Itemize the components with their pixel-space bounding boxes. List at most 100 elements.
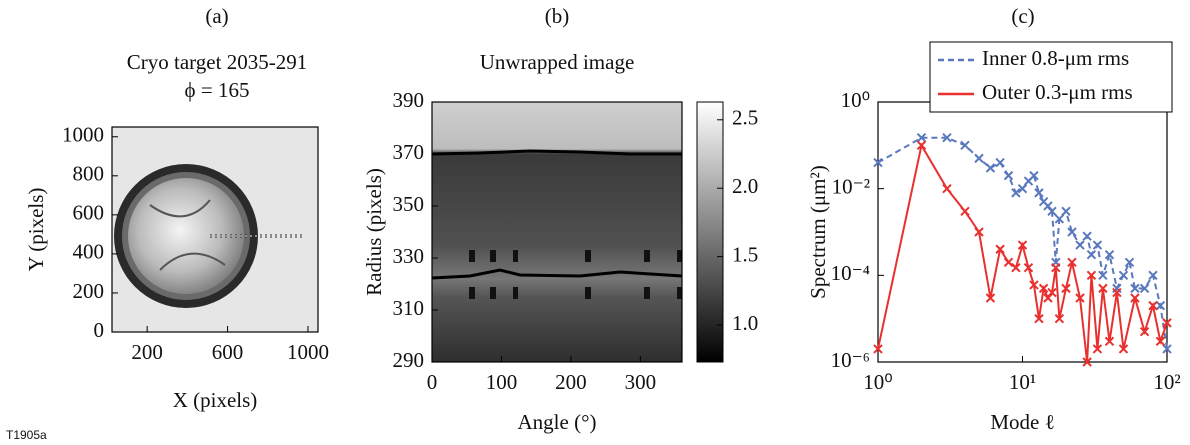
y-tick-label: 600: [73, 201, 105, 225]
marker: [960, 140, 970, 151]
marker: [1098, 283, 1108, 294]
y-tick-label: 390: [393, 88, 425, 112]
x-tick-label: 1000: [287, 340, 329, 364]
marker: [1075, 293, 1085, 303]
marker: [974, 227, 984, 237]
y-tick-label: 370: [393, 140, 425, 164]
marker: [1130, 283, 1140, 294]
marker: [1029, 280, 1039, 290]
chart-title: Cryo target 2035-291: [127, 50, 307, 74]
marker: [942, 183, 952, 194]
y-tick-label: 400: [73, 240, 105, 264]
y-tick-label: 0: [94, 318, 105, 342]
marker: [1162, 344, 1172, 354]
y-tick-label: 310: [393, 296, 425, 320]
marker: [974, 153, 984, 164]
marker: [1017, 183, 1028, 194]
colorbar-tick-label: 1.5: [732, 242, 758, 266]
plot-frame: [877, 101, 1168, 363]
y-tick-label: 10⁰: [841, 88, 870, 112]
x-axis-label: X (pixels): [173, 388, 258, 412]
chart-title: Unwrapped image: [480, 50, 635, 74]
marker: [1054, 214, 1065, 224]
marker: [1034, 313, 1044, 324]
marker: [1112, 287, 1122, 298]
marker: [1029, 170, 1039, 181]
chart-subtitle: ϕ = 165: [185, 78, 250, 102]
y-tick-label: 350: [393, 192, 425, 216]
colorbar-tick-label: 1.0: [732, 311, 758, 335]
photo: [112, 127, 318, 332]
x-tick-label: 0: [427, 370, 438, 394]
marker: [1092, 240, 1103, 250]
marker: [995, 244, 1005, 254]
marker: [1047, 206, 1057, 217]
marker: [1051, 262, 1061, 273]
marker: [1155, 300, 1166, 311]
plot-frame: [431, 101, 683, 363]
marker: [1003, 170, 1014, 181]
y-tick-label: 330: [393, 244, 425, 268]
x-tick-label: 10⁰: [863, 370, 892, 394]
figure-id: T1905a: [6, 428, 47, 442]
marker: [942, 132, 952, 143]
marker: [1148, 270, 1158, 281]
marker: [1086, 270, 1097, 281]
panel-label: (c): [1011, 4, 1034, 28]
marker: [873, 157, 883, 168]
marker: [1061, 283, 1071, 294]
colorbar: [696, 101, 724, 363]
line: [877, 142, 1168, 363]
legend: [929, 41, 1173, 113]
y-tick-label: 290: [393, 348, 425, 372]
panel-label: (a): [205, 4, 228, 28]
marker: [1054, 313, 1065, 324]
marker: [1086, 249, 1097, 260]
marker: [916, 140, 927, 151]
colorbar-tick-label: 2.5: [732, 106, 758, 130]
y-tick-label: 800: [73, 162, 105, 186]
y-axis-label: Radius (pixels): [362, 168, 386, 296]
x-tick-label: 600: [212, 340, 244, 364]
unwrapped-image: [431, 102, 683, 362]
x-tick-label: 300: [625, 370, 657, 394]
y-tick-label: 10⁻²: [832, 174, 870, 198]
marker: [916, 132, 927, 143]
y-axis-label: Y (pixels): [24, 188, 48, 272]
y-axis-label: Spectrum (μm²): [806, 165, 830, 299]
x-tick-label: 200: [131, 340, 163, 364]
marker: [1011, 262, 1021, 273]
marker: [1075, 240, 1085, 250]
marker: [1011, 188, 1021, 198]
marker: [1104, 336, 1115, 347]
marker: [1104, 249, 1115, 260]
marker: [1017, 240, 1028, 250]
y-tick-label: 1000: [62, 123, 104, 147]
x-axis-label: Angle (°): [518, 410, 597, 434]
marker: [1139, 283, 1150, 294]
marker: [1038, 283, 1049, 294]
x-tick-label: 10²: [1153, 370, 1180, 394]
marker: [1162, 318, 1172, 328]
marker: [1047, 287, 1057, 298]
marker: [1130, 293, 1140, 303]
marker: [985, 293, 996, 303]
x-tick-label: 10¹: [1009, 370, 1036, 394]
marker: [1061, 206, 1071, 217]
marker: [1118, 344, 1129, 354]
marker: [1118, 270, 1129, 281]
marker: [1067, 227, 1077, 237]
marker: [1082, 231, 1092, 241]
marker: [985, 163, 996, 173]
marker: [1023, 262, 1034, 273]
legend-label: Outer 0.3-μm rms: [982, 80, 1133, 104]
panel-label: (b): [545, 4, 570, 28]
marker: [1124, 257, 1135, 267]
marker: [1003, 257, 1014, 267]
marker: [960, 206, 970, 217]
marker: [1092, 344, 1103, 354]
legend-label: Inner 0.8-μm rms: [982, 46, 1129, 70]
marker: [1148, 300, 1158, 311]
x-tick-label: 200: [555, 370, 587, 394]
